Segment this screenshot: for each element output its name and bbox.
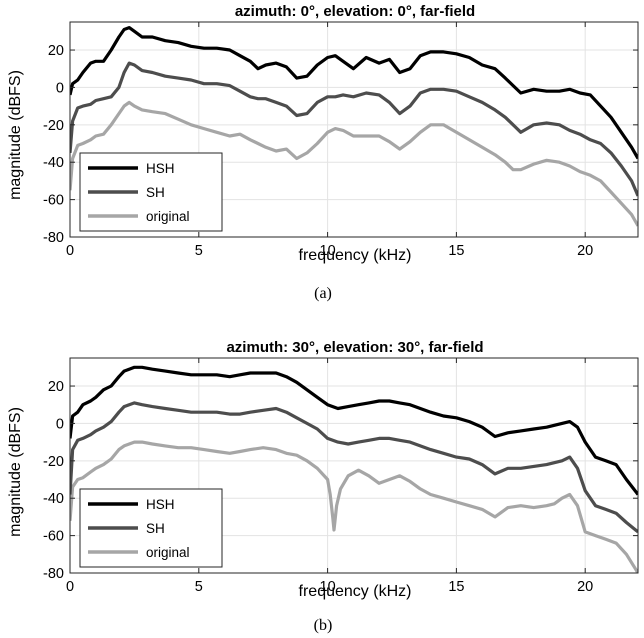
x-tick-label: 20 xyxy=(577,579,593,595)
y-tick-label: -20 xyxy=(43,454,64,470)
series-group xyxy=(70,26,638,227)
axes-box xyxy=(69,357,639,574)
caption: (b) xyxy=(314,617,333,634)
x-tick-label: 5 xyxy=(195,579,203,595)
tick-labels: 0 5 10 15 20 20 0 -20 -40 -60 -80 xyxy=(43,379,593,595)
legend-label: SH xyxy=(146,185,165,200)
series-line-HSH xyxy=(70,365,638,496)
y-tick-label: -40 xyxy=(43,491,64,507)
x-axis-label: frequency (kHz) xyxy=(299,247,412,264)
x-tick-label: 15 xyxy=(448,579,464,595)
series-line-SH xyxy=(70,401,638,534)
y-tick-label: -20 xyxy=(43,118,64,134)
axes-box xyxy=(69,21,639,238)
y-tick-label: 20 xyxy=(48,379,64,395)
y-tick-label: -60 xyxy=(43,529,64,545)
caption: (a) xyxy=(314,285,332,302)
chart-title: azimuth: 30°, elevation: 30°, far-field xyxy=(226,339,483,356)
series-line-SH xyxy=(70,61,638,197)
y-tick-label: 0 xyxy=(56,80,64,96)
x-tick-label: 0 xyxy=(66,579,74,595)
series-line-original xyxy=(70,440,638,573)
x-tick-label: 15 xyxy=(448,243,464,259)
y-tick-label: 20 xyxy=(48,43,64,59)
legend-label: HSH xyxy=(146,497,175,512)
legend: HSH SH original xyxy=(79,488,223,568)
legend-label: original xyxy=(146,545,190,560)
y-axis-label: magnitude (dBFS) xyxy=(7,70,24,200)
x-tick-label: 20 xyxy=(577,243,593,259)
x-tick-label: 10 xyxy=(320,579,336,595)
legend-label: original xyxy=(146,209,190,224)
series-line-original xyxy=(70,100,638,227)
axes xyxy=(69,21,639,238)
chart-panel-b: azimuth: 30°, elevation: 30°, far-field … xyxy=(7,339,639,634)
chart-title: azimuth: 0°, elevation: 0°, far-field xyxy=(235,3,475,20)
legend: HSH SH original xyxy=(79,152,223,232)
legend-label: SH xyxy=(146,521,165,536)
y-tick-label: -40 xyxy=(43,155,64,171)
legend-label: HSH xyxy=(146,161,175,176)
series-line-HSH xyxy=(70,26,638,160)
y-tick-label: -80 xyxy=(43,230,64,246)
y-tick-label: -80 xyxy=(43,566,64,582)
chart-panel-a: azimuth: 0°, elevation: 0°, far-field 0 5… xyxy=(7,3,639,302)
x-tick-label: 0 xyxy=(66,243,74,259)
series-group xyxy=(70,365,638,573)
axes xyxy=(69,357,639,574)
x-axis-label: frequency (kHz) xyxy=(299,583,412,600)
y-tick-label: 0 xyxy=(56,416,64,432)
tick-labels: 0 5 10 15 20 20 0 -20 -40 -60 -80 xyxy=(43,43,593,259)
y-tick-label: -60 xyxy=(43,193,64,209)
x-tick-label: 10 xyxy=(320,243,336,259)
x-tick-label: 5 xyxy=(195,243,203,259)
y-axis-label: magnitude (dBFS) xyxy=(7,407,24,537)
